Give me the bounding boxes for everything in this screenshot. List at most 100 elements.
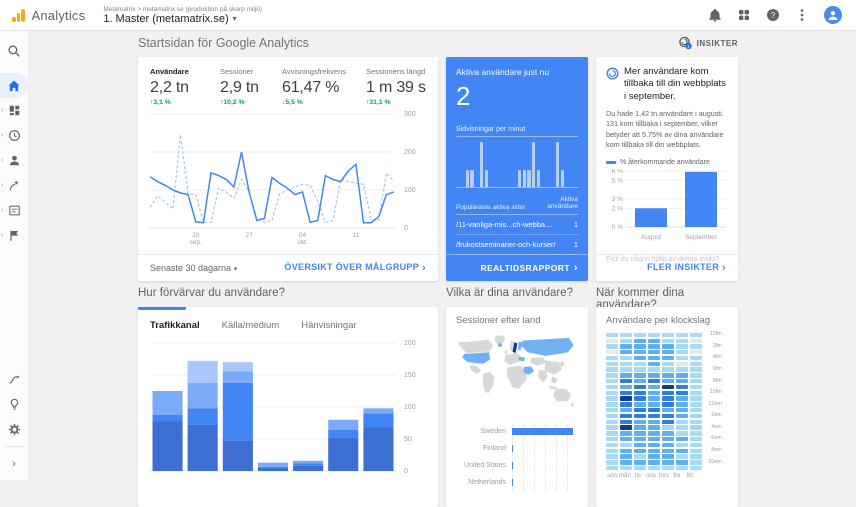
heatmap-cell	[690, 419, 702, 425]
sidebar-item-admin[interactable]	[0, 417, 28, 442]
sidebar-item-realtime[interactable]: ›	[0, 123, 28, 148]
legend-swatch	[606, 160, 616, 164]
heatmap-cell	[606, 437, 618, 442]
breadcrumb[interactable]: Metamatrix > metamatrix.se (produktion p…	[103, 5, 263, 13]
heatmap-row	[606, 384, 728, 390]
svg-text:?: ?	[771, 11, 776, 20]
account-avatar[interactable]	[824, 6, 842, 24]
sidebar-item-behavior[interactable]: ›	[0, 198, 28, 223]
pageviews-per-minute-label: Sidvisningar per minut	[456, 126, 578, 137]
heatmap-cell	[662, 344, 674, 349]
heatmap-row: 2em	[606, 413, 728, 419]
analytics-logo-icon[interactable]	[12, 8, 25, 22]
heatmap-cell	[690, 448, 702, 454]
country-row[interactable]: Sweden	[456, 423, 578, 440]
country-row[interactable]: United States	[456, 457, 578, 474]
tab-trafikkanal[interactable]: Trafikkanal	[150, 319, 200, 331]
collapse-sidebar-chevron[interactable]: ›	[12, 457, 16, 470]
heatmap-cell	[606, 413, 618, 419]
heatmap-cell	[662, 367, 674, 372]
heatmap-cell	[634, 350, 646, 355]
heatmap-cell	[690, 361, 702, 367]
heatmap-cell	[662, 379, 674, 384]
dropdown-caret-icon: ▾	[232, 14, 237, 23]
sidebar-item-conversions[interactable]: ›	[0, 223, 28, 248]
heatmap-hour-label: 12em	[708, 400, 722, 407]
date-range-dropdown[interactable]: Senaste 30 dagarna ▾	[150, 263, 238, 273]
sidebar-item-attribution[interactable]	[0, 367, 28, 392]
sidebar-item-audience[interactable]: ›	[0, 148, 28, 173]
insights-button[interactable]: 1 INSIKTER	[678, 36, 738, 50]
sidebar-item-acquisition[interactable]: ›	[0, 173, 28, 198]
tab-kalla-medium[interactable]: Källa/medium	[221, 319, 280, 331]
country-bar	[512, 479, 514, 486]
heatmap-cell	[648, 396, 660, 401]
metric-summary: Användare 2,2 tn ↑3,1 % Sessioner 2,9 tn…	[150, 67, 426, 106]
country-row[interactable]: Finland	[456, 440, 578, 457]
property-selector[interactable]: 1. Master (metamatrix.se) ▾	[103, 13, 262, 25]
metric-users[interactable]: Användare 2,2 tn ↑3,1 %	[150, 67, 220, 106]
pageviews-bar	[532, 142, 536, 187]
heatmap-cell	[676, 355, 688, 361]
country-label: Finland	[483, 445, 506, 452]
heatmap-cell	[690, 396, 702, 401]
help-icon[interactable]: ?	[766, 8, 780, 22]
country-bar-track	[512, 440, 578, 457]
heatmap-cell	[634, 344, 646, 349]
svg-text:100: 100	[404, 187, 416, 194]
table-row[interactable]: /11-vanliga-mis...ch-webbanalys/ 1	[456, 215, 578, 235]
svg-text:11: 11	[353, 232, 360, 239]
heatmap-cell	[648, 379, 660, 384]
heatmap-cell	[676, 408, 688, 413]
audience-overview-link[interactable]: ÖVERSIKT ÖVER MÅLGRUPP ›	[284, 262, 426, 274]
heatmap-row: 8em	[606, 448, 728, 454]
heatmap-cell	[662, 355, 674, 361]
expand-chevron-icon: ›	[1, 157, 4, 164]
heatmap-cell	[662, 373, 674, 378]
main-content: Startsidan för Google Analytics 1 INSIKT…	[28, 30, 856, 507]
heatmap-cell	[648, 355, 660, 361]
realtime-report-link[interactable]: REALTIDSRAPPORT ›	[446, 254, 588, 281]
heatmap-cell	[620, 419, 632, 425]
down-arrow-icon: ↓	[282, 99, 286, 106]
tab-hanvisningar[interactable]: Hänvisningar	[301, 319, 357, 331]
home-icon	[8, 80, 20, 91]
lightbulb-icon	[10, 398, 18, 410]
heatmap-cell	[606, 350, 618, 355]
heatmap-cell	[606, 402, 618, 407]
heatmap-cell	[690, 332, 702, 338]
heatmap-cell	[648, 448, 660, 454]
heatmap-cell	[690, 390, 702, 396]
intelligence-icon	[606, 67, 619, 80]
dropdown-caret-icon: ▾	[233, 266, 238, 273]
card-subtitle: Användare per klockslag	[606, 315, 711, 326]
heatmap-cell	[662, 350, 674, 355]
heatmap-cell	[620, 384, 632, 390]
svg-text:27: 27	[245, 232, 253, 239]
more-menu-icon[interactable]	[795, 8, 809, 22]
heatmap-cell	[648, 466, 660, 471]
metric-bounce-rate[interactable]: Avvisningsfrekvens 61,47 % ↓5,5 %	[282, 67, 366, 106]
country-row[interactable]: Netherlands	[456, 474, 578, 491]
table-row[interactable]: /frukostseminarier-och-kurser/ 1	[456, 235, 578, 255]
more-insights-link[interactable]: FLER INSIKTER ›	[647, 262, 726, 274]
card-subtitle: Sessioner efter land	[456, 315, 541, 326]
heatmap-cell	[690, 355, 702, 361]
pageviews-bar	[484, 170, 488, 187]
heatmap-cell	[662, 437, 674, 442]
country-bar	[512, 445, 514, 452]
sidebar-item-discover[interactable]	[0, 392, 28, 417]
heatmap-day-label: mån	[619, 473, 631, 480]
expand-chevron-icon: ›	[1, 107, 4, 114]
metric-session-duration[interactable]: Sessionens längd 1 m 39 s ↑31,1 %	[366, 67, 426, 106]
heatmap-cell	[606, 338, 618, 343]
sidebar-item-home[interactable]	[0, 73, 28, 98]
insight-feedback-text[interactable]: Fick du någon hjälp av denna insikt?	[606, 255, 720, 263]
heatmap-row	[606, 407, 728, 413]
heatmap-cell	[690, 379, 702, 384]
notifications-bell-icon[interactable]	[708, 8, 722, 22]
apps-grid-icon[interactable]	[737, 8, 751, 22]
search-icon[interactable]	[0, 38, 28, 63]
sidebar-item-customization[interactable]: ›	[0, 98, 28, 123]
metric-sessions[interactable]: Sessioner 2,9 tn ↑10,2 %	[220, 67, 282, 106]
